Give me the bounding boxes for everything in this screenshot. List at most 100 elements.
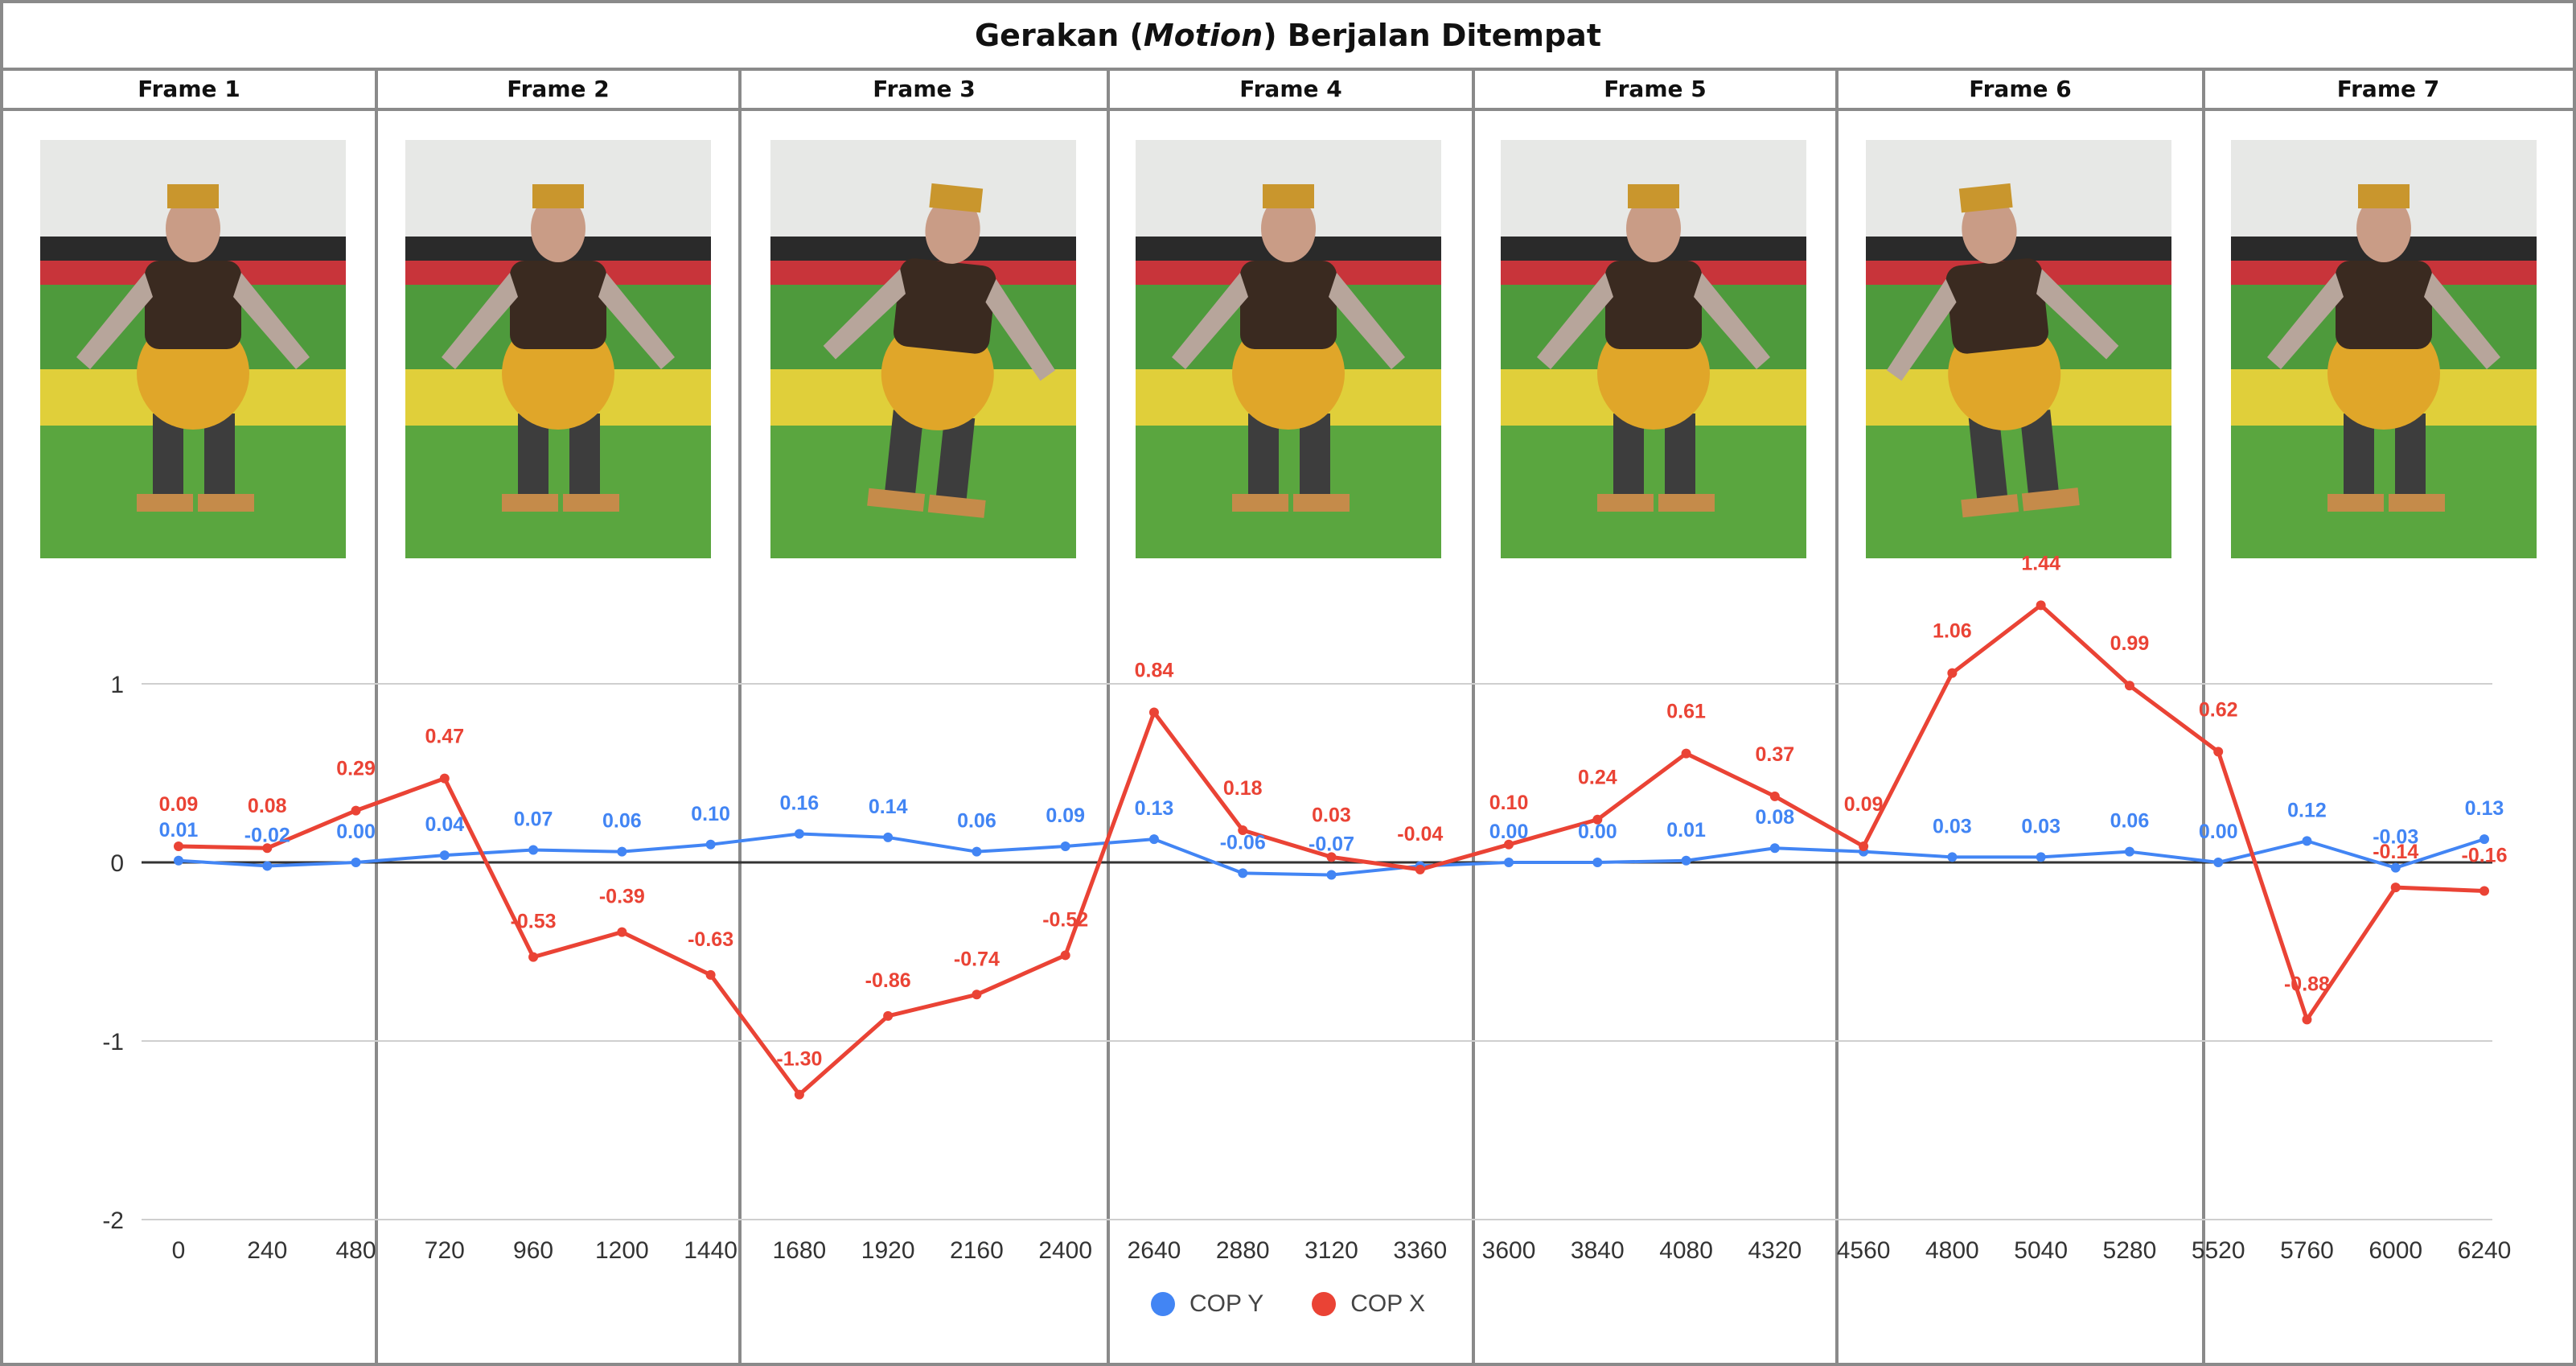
data-point-cop-y (351, 858, 361, 867)
data-point-cop-x (2390, 883, 2401, 893)
data-label-cop-x: 1.06 (1933, 620, 1972, 643)
x-tick-label: 4080 (1659, 1237, 1713, 1264)
data-label-cop-y: 0.01 (1666, 819, 1706, 841)
data-label-cop-y: -0.02 (244, 824, 290, 846)
x-tick-label: 6240 (2458, 1237, 2512, 1264)
robot-photo-6 (1866, 140, 2171, 558)
x-tick-label: 3600 (1482, 1237, 1536, 1264)
data-point-cop-y (1060, 841, 1070, 852)
legend-item-cop-y: COP Y (1150, 1290, 1264, 1318)
data-label-cop-y: 0.03 (2021, 815, 2060, 837)
data-label-cop-x: 0.47 (425, 726, 464, 748)
data-point-cop-x (1148, 707, 1159, 718)
data-point-cop-x (2479, 886, 2489, 896)
frame-header-row: Frame 1 Frame 2 Frame 3 Frame 4 Frame 5 … (3, 71, 2573, 111)
data-point-cop-x (1592, 814, 1603, 825)
frame-divider (375, 71, 378, 1366)
x-tick-label: 480 (336, 1237, 376, 1264)
data-point-cop-x (883, 1010, 894, 1021)
x-tick-label: 2640 (1128, 1237, 1181, 1264)
data-point-cop-y (883, 832, 894, 842)
robot-photo-5 (1501, 140, 1806, 558)
title-row: Gerakan (Motion) Berjalan Ditempat (3, 3, 2573, 71)
y-tick-label: -2 (102, 1208, 124, 1234)
data-label-cop-y: 0.12 (2287, 799, 2327, 821)
data-point-cop-x (1681, 748, 1691, 759)
data-label-cop-y: 0.14 (869, 796, 908, 818)
robot-photo-4 (1136, 140, 1441, 558)
data-point-cop-y (262, 861, 273, 871)
data-point-cop-y (1769, 843, 1780, 854)
data-point-cop-x (1238, 825, 1248, 836)
data-label-cop-y: 0.06 (602, 810, 642, 833)
robot-photo-7 (2231, 140, 2537, 558)
robot-photo-1 (40, 140, 346, 558)
frame-divider (738, 71, 742, 1366)
title-suffix: ) Berjalan Ditempat (1263, 18, 1601, 53)
data-point-cop-y (1148, 834, 1159, 845)
data-point-cop-x (705, 969, 716, 980)
data-point-cop-x (528, 952, 539, 962)
legend-dot-cop-y (1150, 1292, 1175, 1316)
data-label-cop-x: 0.09 (1844, 793, 1884, 816)
data-label-cop-y: 0.16 (780, 792, 820, 814)
data-point-cop-y (2302, 836, 2312, 846)
y-tick-label: -1 (102, 1029, 124, 1055)
data-label-cop-x: -0.04 (1397, 823, 1443, 846)
data-point-cop-x (1326, 852, 1337, 862)
data-point-cop-y (2479, 834, 2489, 845)
data-label-cop-x: 0.03 (1312, 804, 1351, 826)
frame-label-4: Frame 4 (1239, 76, 1342, 102)
x-tick-label: 4800 (1925, 1237, 1979, 1264)
data-label-cop-x: 0.99 (2110, 632, 2150, 655)
x-tick-label: 240 (247, 1237, 287, 1264)
legend-item-cop-x: COP X (1312, 1290, 1425, 1318)
data-label-cop-y: -0.07 (1309, 833, 1354, 856)
data-point-cop-y (1592, 858, 1603, 867)
y-tick-label: 1 (110, 672, 124, 698)
x-tick-label: 4560 (1837, 1237, 1891, 1264)
chart-svg: 1 0 -1 -2 0 240 480 720 960 1200 1440 1680 1920 2160 2… (102, 552, 2512, 1264)
data-label-cop-y: 0.03 (1933, 815, 1972, 837)
data-label-cop-x: 0.84 (1135, 660, 1174, 682)
data-point-cop-y (1326, 870, 1337, 880)
robot-photo-3 (770, 140, 1076, 558)
x-tick-label: 2880 (1216, 1237, 1270, 1264)
chart-title: Gerakan (Motion) Berjalan Ditempat (975, 18, 1601, 53)
data-point-cop-x (1415, 864, 1425, 874)
frame-label-7: Frame 7 (2336, 76, 2440, 102)
data-point-cop-x (2124, 681, 2134, 691)
data-label-cop-x: 0.18 (1223, 777, 1263, 800)
x-tick-label: 5040 (2014, 1237, 2068, 1264)
data-point-cop-y (439, 850, 450, 861)
x-tick-label: 3360 (1393, 1237, 1447, 1264)
data-label-cop-y: 0.08 (1756, 806, 1795, 829)
data-label-cop-y: 0.00 (336, 821, 376, 843)
data-label-cop-x: -0.53 (511, 911, 557, 933)
data-label-cop-x: -0.14 (2373, 841, 2418, 863)
data-label-cop-x: 0.09 (159, 793, 199, 816)
x-tick-label: 3840 (1571, 1237, 1625, 1264)
frame-label-3: Frame 3 (873, 76, 976, 102)
data-label-cop-x: -0.39 (599, 886, 645, 908)
x-tick-label: 5760 (2280, 1237, 2334, 1264)
data-point-cop-x (1769, 791, 1780, 801)
frame-divider (1835, 71, 1839, 1366)
data-label-cop-x: 0.24 (1578, 767, 1617, 789)
data-label-cop-y: 0.13 (2465, 797, 2504, 820)
data-label-cop-y: 0.04 (425, 813, 464, 836)
frame-label-1: Frame 1 (138, 76, 240, 102)
y-tick-label: 0 (110, 850, 124, 877)
data-point-cop-y (794, 829, 804, 839)
x-tick-label: 1440 (684, 1237, 737, 1264)
data-label-cop-y: 0.07 (514, 808, 553, 830)
data-point-cop-y (174, 855, 183, 866)
x-tick-label: 6000 (2369, 1237, 2422, 1264)
x-tick-label: 1200 (595, 1237, 649, 1264)
x-tick-label: 3120 (1304, 1237, 1358, 1264)
data-label-cop-x: 0.29 (336, 758, 376, 780)
data-label-cop-x: 0.37 (1756, 743, 1795, 766)
title-italic: Motion (1143, 18, 1263, 53)
legend-label-cop-y: COP Y (1189, 1290, 1264, 1317)
data-point-cop-y (1947, 852, 1958, 862)
